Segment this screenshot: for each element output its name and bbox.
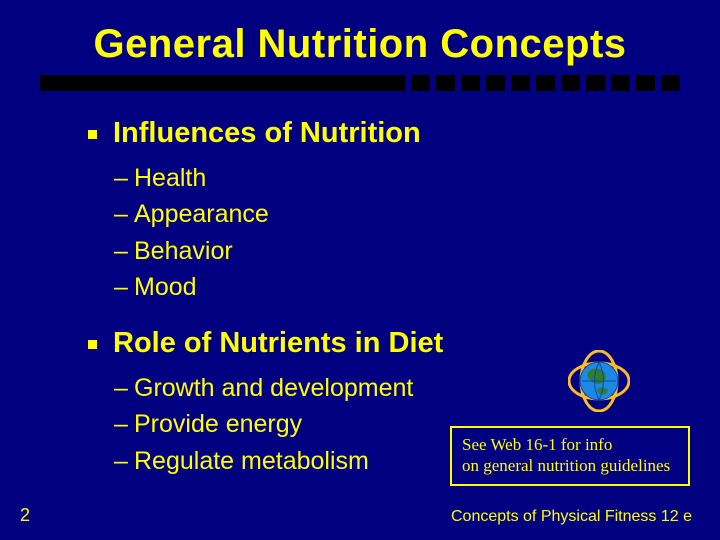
list-item-text: Growth and development <box>134 374 413 402</box>
list-item-text: Health <box>134 164 206 192</box>
callout-line: on general nutrition guidelines <box>462 455 678 476</box>
callout-box: See Web 16-1 for info on general nutriti… <box>450 426 690 487</box>
callout-line: See Web 16-1 for info <box>462 434 678 455</box>
list-item-text: Appearance <box>134 200 269 228</box>
title-rule <box>40 75 680 93</box>
footer-text: Concepts of Physical Fitness 12 e <box>451 508 692 526</box>
rule-solid <box>40 75 386 91</box>
bullet-heading: Influences of Nutrition <box>113 117 421 150</box>
list-item-text: Provide energy <box>134 410 302 438</box>
page-number: 2 <box>20 505 30 526</box>
list-item: –Appearance <box>114 196 680 232</box>
content-area: Influences of Nutrition –Health –Appeara… <box>40 117 680 479</box>
list-item-text: Regulate metabolism <box>134 447 369 475</box>
list-item: –Mood <box>114 269 680 305</box>
list-item-text: Behavior <box>134 237 233 265</box>
globe-icon <box>568 350 630 412</box>
list-item: –Health <box>114 160 680 196</box>
slide-title: General Nutrition Concepts <box>40 22 680 67</box>
bullet-influences: Influences of Nutrition <box>88 117 680 150</box>
list-item: –Behavior <box>114 233 680 269</box>
rule-dashed <box>386 75 680 91</box>
slide: General Nutrition Concepts Influences of… <box>0 0 720 540</box>
list-item-text: Mood <box>134 273 197 301</box>
square-bullet-icon <box>88 130 97 139</box>
bullet-heading: Role of Nutrients in Diet <box>113 327 443 360</box>
square-bullet-icon <box>88 340 97 349</box>
sub-list-influences: –Health –Appearance –Behavior –Mood <box>114 160 680 305</box>
